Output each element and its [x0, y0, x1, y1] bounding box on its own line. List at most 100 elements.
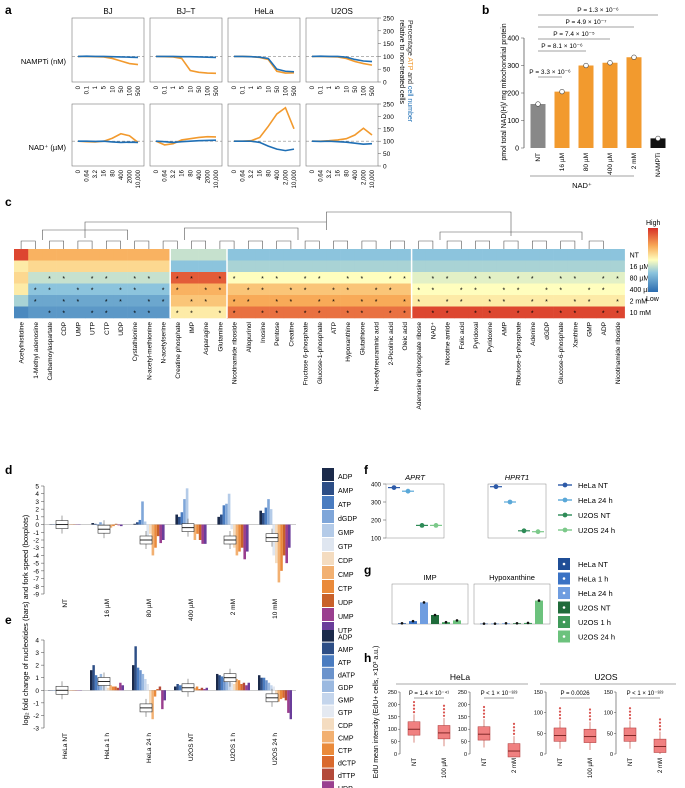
ylabel-part: ATP — [406, 57, 413, 70]
heat-cell — [539, 272, 554, 284]
bar — [134, 646, 137, 691]
y-tick-label: -8 — [33, 584, 39, 591]
col-label: Hypoxanthine — [345, 322, 352, 362]
heat-cell — [482, 260, 498, 273]
y-tick-label: 150 — [534, 690, 543, 696]
outlier — [482, 709, 486, 712]
sig-star: * — [588, 299, 591, 306]
sig-star: * — [389, 311, 392, 318]
boxplot — [623, 727, 637, 742]
sig-star: * — [602, 288, 605, 295]
sig-star: * — [62, 311, 65, 318]
sig-star: * — [488, 299, 491, 306]
panel-b-barchart: 0 100 200 300 400 NT 16 µM 80 µM 400 µM 2 mM NAMPT… — [501, 7, 666, 190]
outlier — [588, 715, 592, 718]
heat-cell — [354, 306, 370, 319]
heat-cell — [14, 306, 29, 319]
sig-star: * — [517, 311, 520, 318]
heat-cell — [383, 283, 398, 296]
y-tick-label: 150 — [604, 690, 613, 696]
heat-cell — [383, 295, 398, 307]
x-tick-label: 10,000 — [136, 169, 142, 188]
legend-swatch — [322, 718, 334, 730]
data-point — [507, 499, 513, 505]
legend-swatch — [322, 608, 334, 621]
heat-cell — [383, 249, 398, 261]
x-tick-label: 2,000 — [283, 169, 289, 185]
bar — [149, 524, 152, 534]
y-tick-label: 200 — [383, 28, 394, 35]
bar — [650, 138, 666, 148]
panel-label-h: h — [364, 651, 371, 665]
sig-star: * — [105, 311, 108, 318]
heat-cell — [14, 249, 29, 261]
x-tick-label: 80 µM — [146, 599, 153, 617]
heat-cell — [440, 283, 455, 296]
heat-cell — [198, 260, 214, 273]
heat-cell — [397, 306, 412, 319]
heat-cell — [440, 272, 455, 284]
legend-label: CMP — [338, 572, 354, 579]
y-axis-label: log₂ fold change of nucleotides (bars) a… — [21, 514, 30, 725]
sig-star: * — [517, 288, 520, 295]
heat-cell — [525, 283, 540, 296]
bar — [109, 524, 113, 528]
col-label: Allopurinol — [246, 321, 253, 352]
bar — [204, 524, 207, 544]
data-point — [515, 621, 519, 625]
sig-star: * — [446, 311, 449, 318]
outlier — [482, 712, 486, 715]
heat-cell — [525, 272, 540, 284]
col-label: Creatine — [288, 322, 295, 347]
legend-label: HeLa NT — [578, 481, 608, 490]
bar — [198, 689, 201, 691]
heat-cell — [170, 249, 185, 261]
heat-cell — [298, 272, 313, 284]
heat-cell — [468, 295, 483, 307]
heat-cell — [553, 260, 569, 273]
y-tick-label: 50 — [461, 740, 467, 746]
x-tick-label: 10 mM — [272, 599, 279, 619]
x-tick-label: 50 — [119, 85, 125, 92]
bar — [154, 524, 157, 548]
heat-cell — [482, 295, 498, 307]
col-label: Pentose — [274, 322, 281, 346]
p-value: P = 3.3 × 10⁻⁶ — [529, 69, 571, 76]
col-label: AMP — [501, 322, 508, 336]
legend-label: UMP — [338, 614, 354, 621]
col-label: ADP — [601, 322, 608, 335]
x-tick-label: 0.64 — [85, 169, 91, 181]
outlier — [512, 732, 516, 736]
heat-cell — [582, 283, 597, 296]
legend-label: dCTP — [338, 761, 356, 768]
col-label: 1-Methyl adenosine — [33, 322, 40, 379]
heat-cell — [383, 260, 398, 273]
x-tick-label: 500 — [292, 85, 298, 96]
bar — [225, 503, 228, 525]
bar — [247, 682, 250, 691]
data-point — [411, 619, 415, 623]
col-title-0: BJ — [103, 7, 112, 16]
sig-star: * — [318, 276, 321, 283]
x-tick-label: 400 µM — [188, 599, 195, 621]
heat-cell — [28, 272, 43, 284]
y-tick-label: 200 — [458, 702, 467, 708]
bar — [262, 513, 265, 525]
data-point — [433, 613, 437, 617]
heat-cell — [397, 249, 412, 261]
heat-cell — [482, 272, 498, 284]
colorbar — [648, 228, 658, 292]
heat-cell — [70, 295, 86, 307]
x-tick-label: 0.1 — [319, 85, 325, 94]
data-point — [422, 601, 426, 604]
heat-cell — [496, 306, 512, 319]
y-axis-label-2: relative to non-treated cells — [398, 20, 405, 105]
sig-star: * — [219, 288, 222, 295]
group-label-hela: HeLa — [450, 672, 471, 682]
dendrogram — [20, 211, 604, 249]
outlier — [558, 713, 562, 717]
sig-star: * — [474, 276, 477, 283]
col-title-2: HeLa — [254, 7, 274, 16]
heat-cell — [99, 249, 114, 261]
y-tick-label: 2 — [35, 507, 39, 514]
